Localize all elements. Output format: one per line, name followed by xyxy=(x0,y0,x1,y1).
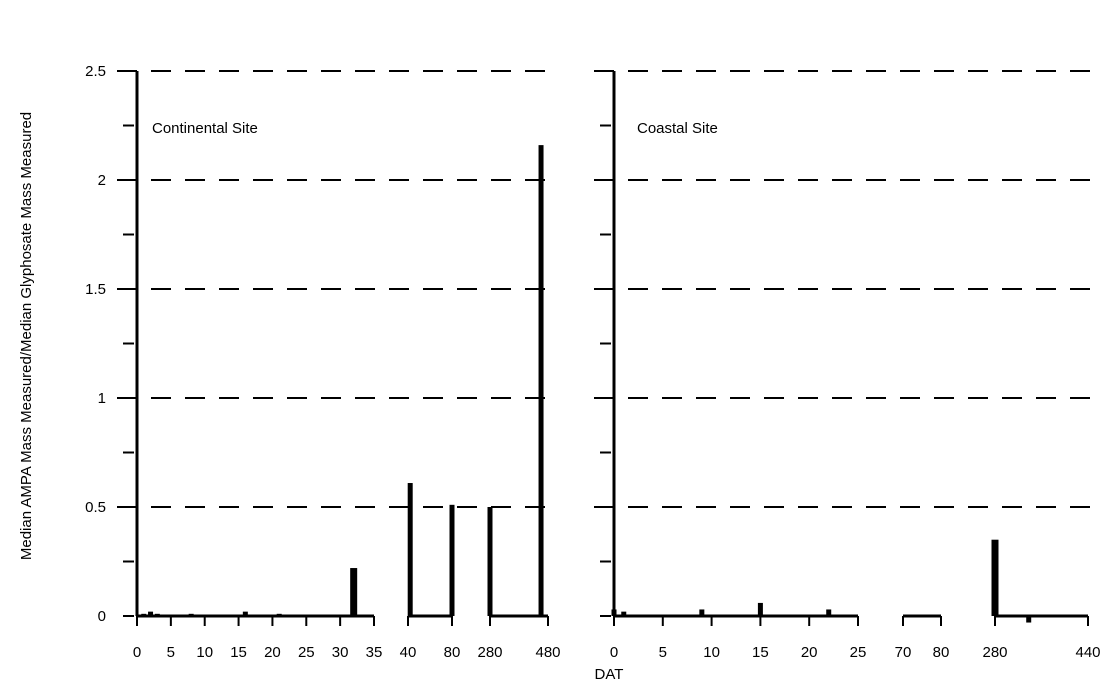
x-tick-label: 0 xyxy=(133,644,141,661)
bar xyxy=(148,611,154,616)
x-tick-label: 35 xyxy=(366,644,383,661)
y-axis-title: Median AMPA Mass Measured/Median Glyphos… xyxy=(18,112,35,560)
bar xyxy=(350,568,358,616)
bar xyxy=(141,613,147,616)
x-tick-label: 10 xyxy=(703,644,720,661)
bar xyxy=(487,507,493,616)
x-tick-label: 80 xyxy=(933,644,950,661)
bar xyxy=(757,602,763,616)
x-tick-label: 30 xyxy=(332,644,349,661)
plot-area: 0 0.5 1 1.5 2 2.5 0 5 10 15 20 25 30 35 40 80 280 480 0 5 10… xyxy=(85,63,1103,661)
bar xyxy=(826,609,832,616)
x-axis-title: DAT xyxy=(595,666,624,683)
x-tick-label: 25 xyxy=(850,644,867,661)
y-tick-label: 1.5 xyxy=(85,281,106,298)
bar xyxy=(699,609,705,616)
x-tick-label: 5 xyxy=(659,644,667,661)
x-tick-label: 20 xyxy=(264,644,281,661)
x-tick-label: 70 xyxy=(895,644,912,661)
bar xyxy=(611,609,617,616)
bar xyxy=(154,613,160,616)
x-tick-label: 80 xyxy=(444,644,461,661)
x-tick-label: 280 xyxy=(477,644,502,661)
bar xyxy=(276,613,282,616)
bar xyxy=(188,613,194,616)
x-tick-label: 5 xyxy=(167,644,175,661)
panel-label-coastal: Coastal Site xyxy=(637,120,718,137)
x-tick-label: 280 xyxy=(982,644,1007,661)
x-tick-label: 40 xyxy=(400,644,417,661)
bar xyxy=(538,145,544,616)
panel-label-continental: Continental Site xyxy=(152,120,258,137)
x-tick-label: 0 xyxy=(610,644,618,661)
bar xyxy=(621,611,627,616)
x-tick-label: 15 xyxy=(752,644,769,661)
bar xyxy=(1026,616,1032,623)
x-tick-label: 20 xyxy=(801,644,818,661)
x-tick-label: 10 xyxy=(196,644,213,661)
bar xyxy=(407,483,413,616)
bar xyxy=(242,611,248,616)
bar xyxy=(1078,614,1084,617)
bar xyxy=(991,539,999,616)
x-tick-label: 480 xyxy=(535,644,560,661)
y-tick-label: 0.5 xyxy=(85,499,106,516)
x-tick-label: 440 xyxy=(1075,644,1100,661)
y-tick-label: 0 xyxy=(98,608,106,625)
y-tick-label: 2 xyxy=(98,172,106,189)
y-tick-label: 1 xyxy=(98,390,106,407)
x-tick-label: 15 xyxy=(230,644,247,661)
y-tick-label: 2.5 xyxy=(85,63,106,80)
x-tick-label: 25 xyxy=(298,644,315,661)
bar xyxy=(449,504,455,616)
